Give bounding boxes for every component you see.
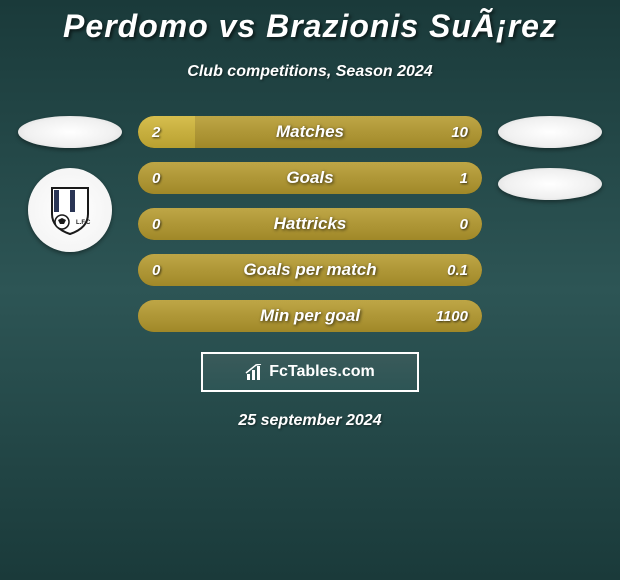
stat-row: Goals per match0 0.1 — [138, 254, 482, 286]
stat-label: Matches — [138, 122, 482, 142]
stat-left-value: 2 — [152, 124, 160, 141]
stat-left-value: 0 — [152, 216, 160, 233]
stat-right-value: 10 — [451, 124, 468, 141]
chart-bars-icon — [245, 364, 265, 380]
stat-right-value: 0 — [460, 216, 468, 233]
stat-label: Min per goal — [138, 306, 482, 326]
page-title: Perdomo vs Brazionis SuÃ¡rez — [0, 0, 620, 45]
stat-right-value: 1 — [460, 170, 468, 187]
svg-text:L.F.C: L.F.C — [76, 220, 91, 226]
shield-icon: L.F.C — [48, 184, 92, 236]
stat-label: Goals — [138, 168, 482, 188]
stat-row: Matches2 10 — [138, 116, 482, 148]
stat-bars: Matches210Goals01Hattricks00Goals per ma… — [138, 116, 482, 332]
stat-left-value: 0 — [152, 170, 160, 187]
right-player-ellipse-1 — [498, 116, 602, 148]
right-player-column — [498, 116, 602, 220]
chart-area: L.F.C Matches210Goals01Hattricks00Goals … — [0, 116, 620, 332]
stat-row: Goals0 1 — [138, 162, 482, 194]
left-player-column: L.F.C — [18, 116, 122, 252]
stat-right-value: 0.1 — [447, 262, 468, 279]
page-subtitle: Club competitions, Season 2024 — [0, 63, 620, 81]
comparison-infographic: Perdomo vs Brazionis SuÃ¡rez Club compet… — [0, 0, 620, 430]
stat-row: Min per goal1100 — [138, 300, 482, 332]
stat-row: Hattricks0 0 — [138, 208, 482, 240]
stat-right-value: 1100 — [436, 308, 468, 325]
stat-label: Goals per match — [138, 260, 482, 280]
footer-date: 25 september 2024 — [0, 412, 620, 430]
stat-label: Hattricks — [138, 214, 482, 234]
left-club-badge: L.F.C — [28, 168, 112, 252]
watermark-text: FcTables.com — [269, 363, 375, 381]
right-player-ellipse-2 — [498, 168, 602, 200]
stat-left-value: 0 — [152, 262, 160, 279]
watermark-box: FcTables.com — [201, 352, 419, 392]
left-player-ellipse — [18, 116, 122, 148]
